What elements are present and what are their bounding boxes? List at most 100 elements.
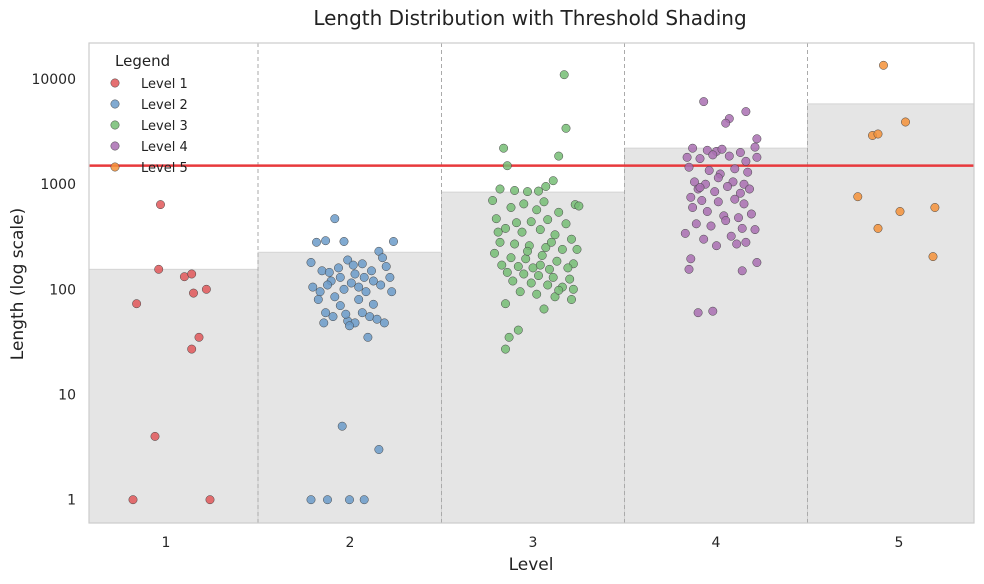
data-point: [708, 150, 718, 160]
data-point: [312, 237, 321, 247]
data-point: [752, 134, 762, 144]
data-point: [132, 299, 142, 309]
data-point: [574, 201, 584, 211]
data-point: [737, 223, 747, 233]
data-point: [510, 239, 520, 249]
data-point: [721, 216, 731, 226]
data-point: [495, 237, 505, 247]
data-point: [697, 196, 707, 205]
series-level-1: [128, 200, 215, 505]
data-point: [543, 215, 553, 225]
data-point: [686, 192, 696, 202]
data-point: [526, 278, 536, 288]
data-point: [680, 228, 690, 238]
data-point: [713, 197, 723, 207]
data-point: [321, 308, 331, 318]
data-point: [568, 284, 578, 294]
series-level-2: [306, 214, 398, 505]
data-point: [682, 152, 692, 162]
data-point: [752, 152, 762, 162]
data-point: [156, 200, 165, 210]
data-point: [545, 264, 554, 274]
data-point: [321, 236, 331, 246]
data-point: [688, 203, 698, 212]
data-point: [348, 260, 358, 270]
data-point: [895, 207, 905, 216]
data-point: [686, 254, 696, 264]
data-point: [491, 214, 501, 224]
data-point: [739, 199, 749, 209]
data-point: [690, 177, 699, 187]
data-point: [695, 154, 705, 164]
data-point: [512, 218, 521, 228]
legend-marker: [110, 78, 120, 88]
data-point: [335, 272, 345, 282]
x-tick-label: 3: [529, 535, 538, 551]
legend-label: Level 2: [141, 98, 188, 113]
series-level-3: [488, 70, 584, 354]
data-point: [532, 289, 542, 299]
data-point: [323, 495, 332, 505]
data-point: [357, 259, 367, 269]
data-point: [572, 244, 582, 254]
data-point: [710, 187, 720, 197]
data-point: [735, 188, 745, 198]
data-point: [724, 151, 734, 161]
data-point: [368, 299, 378, 309]
data-point: [713, 173, 723, 183]
data-point: [501, 223, 510, 233]
legend-marker: [110, 120, 120, 130]
data-point: [389, 237, 398, 246]
data-point: [567, 234, 576, 244]
data-point: [712, 241, 721, 251]
data-point: [550, 230, 560, 240]
data-point: [363, 332, 373, 342]
data-point: [194, 332, 204, 342]
data-point: [189, 288, 198, 298]
x-tick-label: 1: [162, 535, 171, 551]
data-point: [330, 292, 340, 302]
data-point: [372, 314, 382, 324]
data-point: [513, 262, 523, 271]
data-point: [879, 60, 888, 70]
data-point: [928, 252, 938, 262]
data-point: [873, 223, 883, 233]
data-point: [313, 295, 323, 304]
shade-layer: [88, 103, 975, 524]
data-point: [368, 276, 378, 286]
data-point: [532, 205, 542, 215]
data-point: [557, 244, 567, 254]
data-point: [504, 332, 514, 342]
data-point: [339, 237, 349, 246]
data-point: [741, 107, 751, 117]
data-point: [688, 143, 698, 153]
data-point: [345, 321, 354, 331]
data-point: [750, 225, 760, 235]
data-point: [559, 70, 569, 80]
legend: Legend Level 1 Level 2 Level 3 Level 4 Level…: [110, 52, 188, 176]
data-point: [561, 219, 571, 229]
data-point: [745, 184, 754, 194]
data-point: [201, 284, 211, 294]
data-point: [334, 263, 343, 273]
data-point: [563, 263, 573, 273]
legend-label: Level 4: [141, 140, 188, 155]
data-point: [354, 282, 364, 292]
data-point: [490, 248, 499, 258]
data-point: [535, 260, 545, 270]
data-point: [708, 306, 718, 316]
data-point: [730, 164, 740, 174]
data-point: [330, 214, 340, 224]
legend-label: Level 3: [141, 119, 188, 134]
data-point: [548, 272, 558, 282]
data-point: [154, 264, 164, 274]
x-tick-labels: 1 2 3 4 5: [162, 535, 904, 551]
data-point: [901, 117, 910, 127]
data-point: [343, 255, 353, 265]
data-point: [537, 251, 547, 260]
data-point: [523, 246, 532, 256]
threshold-shade-level-5: [807, 103, 975, 524]
data-point: [354, 295, 364, 304]
series-level-4: [680, 97, 762, 318]
